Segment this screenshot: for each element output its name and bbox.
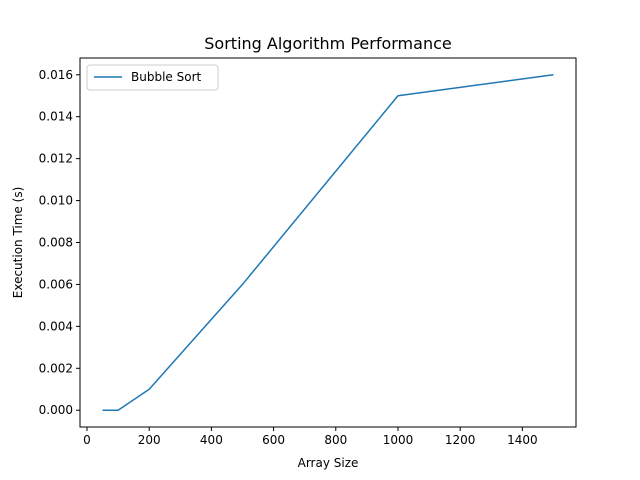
y-tick-label: 0.006	[39, 277, 73, 291]
y-tick-label: 0.004	[39, 319, 73, 333]
x-tick-label: 1000	[383, 433, 414, 447]
y-tick-label: 0.002	[39, 361, 73, 375]
series-line-0	[102, 74, 554, 411]
x-tick-label: 600	[262, 433, 285, 447]
x-axis-ticks: 0 200 400 600 800 1000 1200 1400	[83, 427, 538, 447]
x-tick-label: 800	[324, 433, 347, 447]
x-axis-label: Array Size	[298, 456, 359, 470]
legend-box	[86, 64, 219, 91]
x-tick-label: 400	[200, 433, 223, 447]
y-tick-label: 0.012	[39, 152, 73, 166]
y-axis-label: Execution Time (s)	[11, 187, 25, 299]
legend-label: Bubble Sort	[131, 70, 201, 84]
y-tick-label: 0.000	[39, 403, 73, 417]
y-tick-label: 0.016	[39, 68, 73, 82]
plot-frame	[79, 57, 577, 428]
y-axis-ticks: 0.000 0.002 0.004 0.006 0.008 0.010 0.012 0.014…	[39, 68, 80, 417]
y-tick-label: 0.014	[39, 110, 73, 124]
x-tick-label: 1400	[507, 433, 538, 447]
x-tick-label: 200	[138, 433, 161, 447]
x-tick-label: 1200	[445, 433, 476, 447]
series-layer	[102, 74, 554, 411]
chart-title: Sorting Algorithm Performance	[204, 34, 451, 53]
y-tick-label: 0.008	[39, 236, 73, 250]
y-tick-label: 0.010	[39, 194, 73, 208]
x-tick-label: 0	[83, 433, 91, 447]
legend: Bubble Sort	[86, 64, 219, 91]
